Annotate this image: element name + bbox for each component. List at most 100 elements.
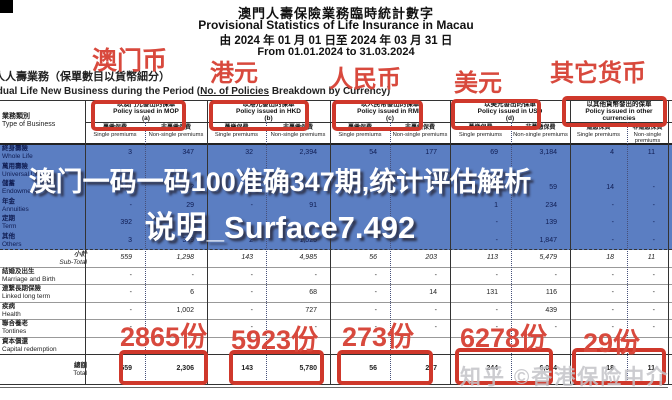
value-cell: 348 [182, 219, 194, 226]
doc-period-en: From 01.01.2024 to 31.03.2024 [257, 46, 415, 58]
value-cell: - [652, 306, 655, 314]
value-cell: - [314, 324, 317, 331]
section-en-pre: idual Life New Business during the Perio… [0, 86, 201, 97]
currency-group-header: 以港元發出的保單 Policy issued in HKD (b) [235, 101, 302, 122]
currency-group-header: 以澳門元發出的保單 Policy issued in MOP (a) [113, 101, 179, 122]
row-label: 儲蓄 Endowment [2, 180, 37, 195]
value-cell: - [129, 271, 132, 279]
total-annotation-box [572, 348, 666, 385]
value-cell: 131 [486, 289, 498, 296]
value-cell: - [129, 289, 132, 296]
value-cell: 11 [647, 365, 655, 372]
row-label: 疾病 Health [2, 302, 21, 318]
value-cell: - [554, 271, 557, 279]
vertical-dotted-rule [511, 122, 512, 384]
value-cell: 347 [182, 149, 194, 156]
value-cell: 5,780 [299, 365, 317, 372]
value-cell: 559 [120, 254, 132, 261]
value-cell: - [652, 236, 655, 244]
value-cell: - [434, 324, 437, 331]
value-cell: 244 [486, 365, 498, 372]
policy-count-annotation: 5923份 [231, 325, 319, 355]
value-cell: - [250, 289, 253, 296]
type-of-business-header: 業務類別 Type of Business [2, 113, 56, 128]
value-cell: 56 [369, 365, 377, 372]
table-bottom-double-rule [0, 387, 668, 388]
table-row: 資本償還 Capital redemption [0, 337, 672, 355]
value-cell: - [434, 271, 437, 279]
total-annotation-box [455, 348, 553, 385]
value-cell: 212 [182, 184, 194, 191]
vertical-rule [207, 100, 208, 384]
row-label: 結婚及出生 Marriage and Birth [2, 267, 56, 283]
vertical-dotted-rule [627, 122, 628, 384]
row-label: 萬用壽險 Universal Life [2, 162, 42, 178]
value-cell: - [495, 219, 498, 226]
table-row: 結婚及出生 Marriage and Birth - - - - - - - - - - [0, 267, 672, 285]
value-cell: - [434, 306, 437, 314]
currency-group-header: 以美元發出的保單 Policy issued in USD (d) [477, 101, 543, 122]
subheader-rule [0, 143, 672, 145]
value-cell: - [611, 271, 614, 279]
value-cell: 18 [606, 254, 614, 261]
value-cell: - [652, 184, 655, 191]
value-cell: - [374, 306, 377, 314]
doc-title-zh: 澳門人壽保險業務臨時統計數字 [237, 6, 434, 21]
value-cell: - [611, 289, 614, 296]
zhihu-watermark: 知乎 ©香港保险中介 [460, 366, 670, 389]
vertical-rule [85, 100, 86, 384]
row-label: 總額 Total [73, 362, 87, 377]
value-cell: 69 [490, 149, 498, 156]
value-cell: - [652, 271, 655, 279]
row-label: 資本償還 Capital redemption [2, 337, 57, 353]
currency-group-header: 以人民幣發出的保單 Policy issued in RMB (c) [357, 101, 423, 122]
vertical-rule [668, 100, 669, 384]
value-cell: 2,306 [176, 365, 194, 372]
total-annotation-box [229, 350, 324, 385]
value-cell: 359 [182, 236, 194, 244]
value-cell: - [374, 289, 377, 296]
value-cell: 3 [128, 236, 132, 244]
value-cell: 1,525 [299, 236, 317, 244]
value-cell: - [495, 306, 498, 314]
value-cell: - [250, 324, 253, 331]
value-cell: - [611, 219, 614, 226]
value-cell: 6 [190, 289, 194, 296]
value-cell: 3 [128, 149, 132, 156]
header-annotation-box [209, 100, 309, 131]
value-cell: 43 [490, 184, 498, 191]
value-cell: 6,034 [539, 365, 557, 372]
value-cell: 1 [494, 201, 498, 209]
value-cell [627, 162, 655, 180]
policy-count-annotation: 273份 [342, 322, 415, 352]
non-single-premiums-header: 非躉繳保費 Non-single premiums [513, 125, 568, 138]
value-cell: 56 [369, 254, 377, 261]
value-cell: 68 [309, 289, 317, 296]
value-cell: 2 [249, 236, 253, 244]
row-label: 年金 Annuities [2, 197, 29, 213]
policy-count-annotation: 2865份 [120, 322, 208, 352]
statistics-table: 業務類別 Type of Business 以澳門元發出的保單 Policy issu… [0, 100, 672, 385]
currency-annotation-label: 港元 [210, 60, 258, 87]
value-cell: - [314, 271, 317, 279]
watermark-line1: 澳门一码一码100准确347期,统计评估解析 [28, 167, 532, 197]
value-cell: 392 [120, 219, 132, 226]
value-cell: - [495, 236, 498, 244]
value-cell: 2,394 [299, 149, 317, 156]
vertical-dotted-rule [145, 122, 146, 384]
doc-title-en: Provisional Statistics of Life Insurance… [198, 18, 474, 32]
vertical-rule [330, 100, 331, 384]
group-header-rule [85, 122, 672, 123]
value-cell: 113 [486, 254, 498, 261]
currency-annotation-label: 其它货币 [550, 60, 646, 87]
value-cell: - [191, 271, 194, 279]
value-cell [570, 162, 614, 180]
value-cell: 439 [545, 306, 557, 314]
value-cell: - [652, 289, 655, 296]
value-cell: 3,184 [539, 149, 557, 156]
value-cell: 1,847 [539, 236, 557, 244]
single-premiums-header: 躉繳保費 Single premiums [576, 125, 621, 138]
value-cell: 14 [606, 184, 614, 191]
value-cell: 161 [120, 184, 132, 191]
